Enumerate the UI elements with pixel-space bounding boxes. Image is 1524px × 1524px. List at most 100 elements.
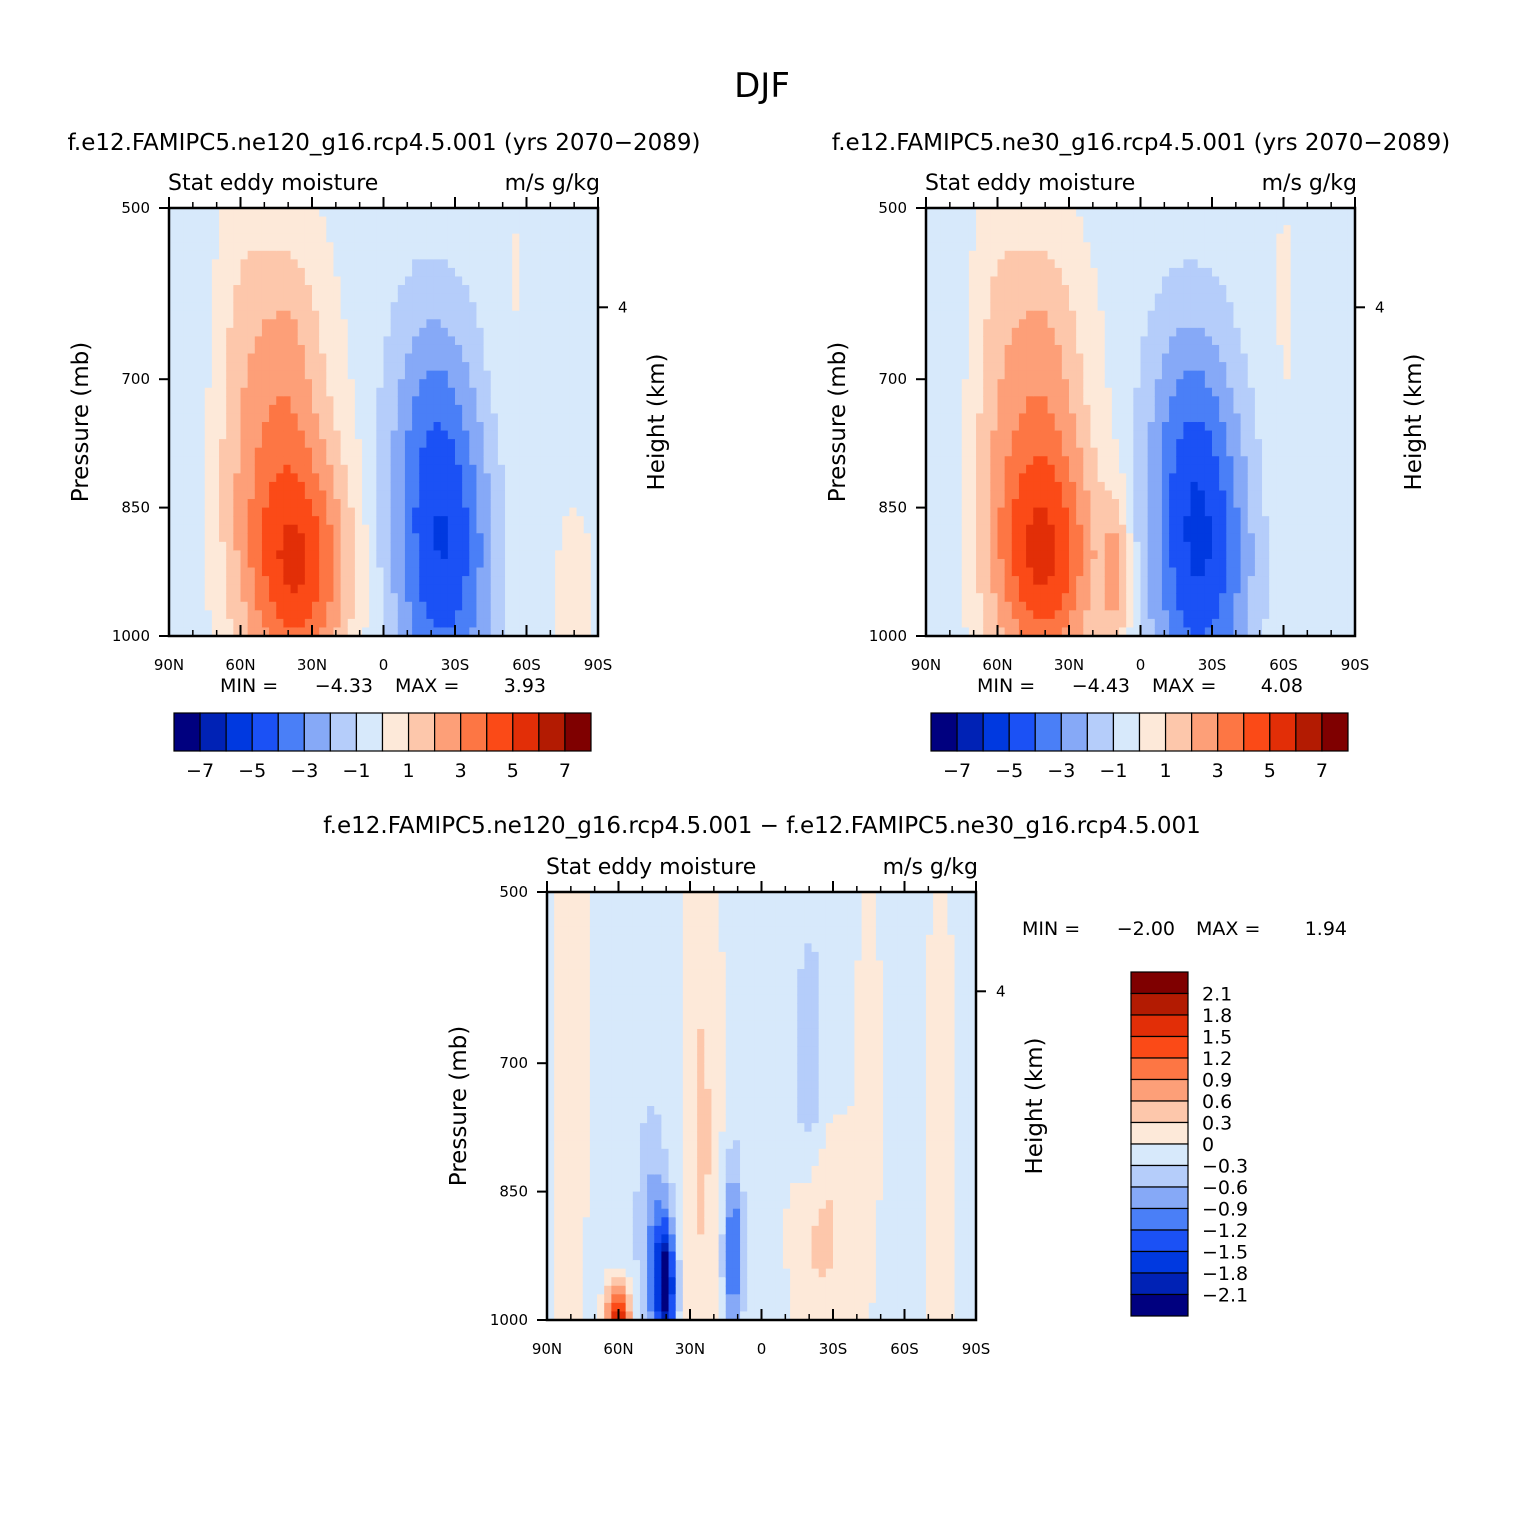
field-cell bbox=[1076, 618, 1084, 629]
field-cell bbox=[483, 396, 492, 406]
field-cell bbox=[940, 379, 949, 389]
field-cell bbox=[219, 413, 227, 423]
field-cell bbox=[419, 208, 427, 218]
field-cell bbox=[505, 293, 513, 303]
field-cell bbox=[376, 533, 385, 543]
field-cell bbox=[533, 319, 542, 329]
field-cell bbox=[240, 507, 249, 517]
field-cell bbox=[476, 362, 485, 372]
field-cell bbox=[455, 404, 463, 415]
field-cell bbox=[483, 516, 492, 526]
field-cell bbox=[1097, 627, 1106, 637]
field-cell bbox=[390, 353, 399, 363]
field-cell bbox=[190, 430, 199, 440]
field-cell bbox=[1090, 601, 1099, 611]
field-cell bbox=[540, 593, 549, 603]
field-cell bbox=[169, 370, 177, 380]
field-cell bbox=[1133, 208, 1142, 218]
field-cell bbox=[261, 233, 270, 243]
field-cell bbox=[383, 456, 392, 466]
field-cell bbox=[583, 362, 592, 372]
field-cell bbox=[276, 507, 284, 517]
field-cell bbox=[376, 516, 385, 526]
field-cell bbox=[1033, 422, 1041, 432]
field-cell bbox=[1111, 387, 1120, 397]
field-cell bbox=[433, 567, 442, 577]
field-cell bbox=[1054, 362, 1063, 372]
field-cell bbox=[968, 550, 977, 560]
field-cell bbox=[968, 276, 977, 286]
field-cell bbox=[204, 242, 213, 252]
field-cell bbox=[204, 516, 213, 526]
field-cell bbox=[1026, 456, 1034, 466]
field-cell bbox=[540, 208, 549, 218]
field-cell bbox=[426, 567, 435, 577]
field-cell bbox=[240, 473, 249, 483]
field-cell bbox=[997, 430, 1006, 440]
field-cell bbox=[190, 499, 199, 509]
field-cell bbox=[1047, 302, 1056, 312]
field-cell bbox=[512, 285, 520, 295]
field-cell bbox=[1069, 379, 1077, 389]
field-cell bbox=[419, 370, 427, 380]
field-cell bbox=[1161, 481, 1170, 492]
field-cell bbox=[583, 576, 592, 586]
field-cell bbox=[362, 233, 370, 243]
field-cell bbox=[433, 208, 442, 218]
field-cell bbox=[197, 353, 206, 363]
field-cell bbox=[968, 396, 977, 406]
field-cell bbox=[1026, 285, 1034, 295]
field-cell bbox=[254, 524, 263, 534]
field-cell bbox=[283, 627, 292, 637]
field-cell bbox=[1126, 353, 1134, 363]
field-cell bbox=[1119, 516, 1127, 526]
field-cell bbox=[419, 558, 427, 569]
field-cell bbox=[462, 370, 470, 380]
field-cell bbox=[376, 422, 385, 432]
field-cell bbox=[1069, 541, 1077, 551]
field-cell bbox=[968, 233, 977, 243]
field-cell bbox=[176, 481, 184, 492]
field-cell bbox=[483, 387, 492, 397]
field-cell bbox=[1033, 533, 1041, 543]
field-cell bbox=[404, 601, 413, 611]
field-cell bbox=[190, 422, 199, 432]
field-cell bbox=[583, 533, 592, 543]
field-cell bbox=[190, 524, 199, 534]
field-cell bbox=[512, 481, 520, 492]
field-cell bbox=[455, 524, 463, 534]
field-cell bbox=[462, 618, 470, 629]
field-cell bbox=[211, 250, 220, 260]
field-cell bbox=[519, 610, 528, 620]
field-cell bbox=[547, 370, 556, 380]
field-cell bbox=[940, 541, 949, 551]
field-cell bbox=[419, 216, 427, 226]
field-cell bbox=[983, 379, 991, 389]
field-cell bbox=[297, 370, 306, 380]
field-cell bbox=[1033, 344, 1041, 355]
field-cell bbox=[961, 344, 970, 355]
field-cell bbox=[276, 387, 284, 397]
field-cell bbox=[512, 499, 520, 509]
field-cell bbox=[290, 524, 299, 534]
field-cell bbox=[354, 259, 363, 269]
field-cell bbox=[469, 464, 478, 474]
field-cell bbox=[1004, 233, 1013, 243]
field-cell bbox=[326, 584, 335, 594]
field-cell bbox=[1133, 250, 1142, 260]
field-cell bbox=[562, 593, 570, 603]
height-tick-label: 4 bbox=[618, 298, 628, 316]
field-cell bbox=[412, 353, 420, 363]
field-cell bbox=[462, 216, 470, 226]
field-cell bbox=[419, 481, 427, 492]
field-cell bbox=[383, 336, 392, 346]
field-cell bbox=[397, 413, 406, 423]
field-cell bbox=[433, 379, 442, 389]
field-cell bbox=[333, 225, 342, 235]
field-cell bbox=[226, 344, 234, 355]
field-cell bbox=[961, 447, 970, 457]
field-cell bbox=[333, 362, 342, 372]
field-cell bbox=[169, 541, 177, 551]
field-cell bbox=[440, 250, 449, 260]
field-cell bbox=[455, 567, 463, 577]
